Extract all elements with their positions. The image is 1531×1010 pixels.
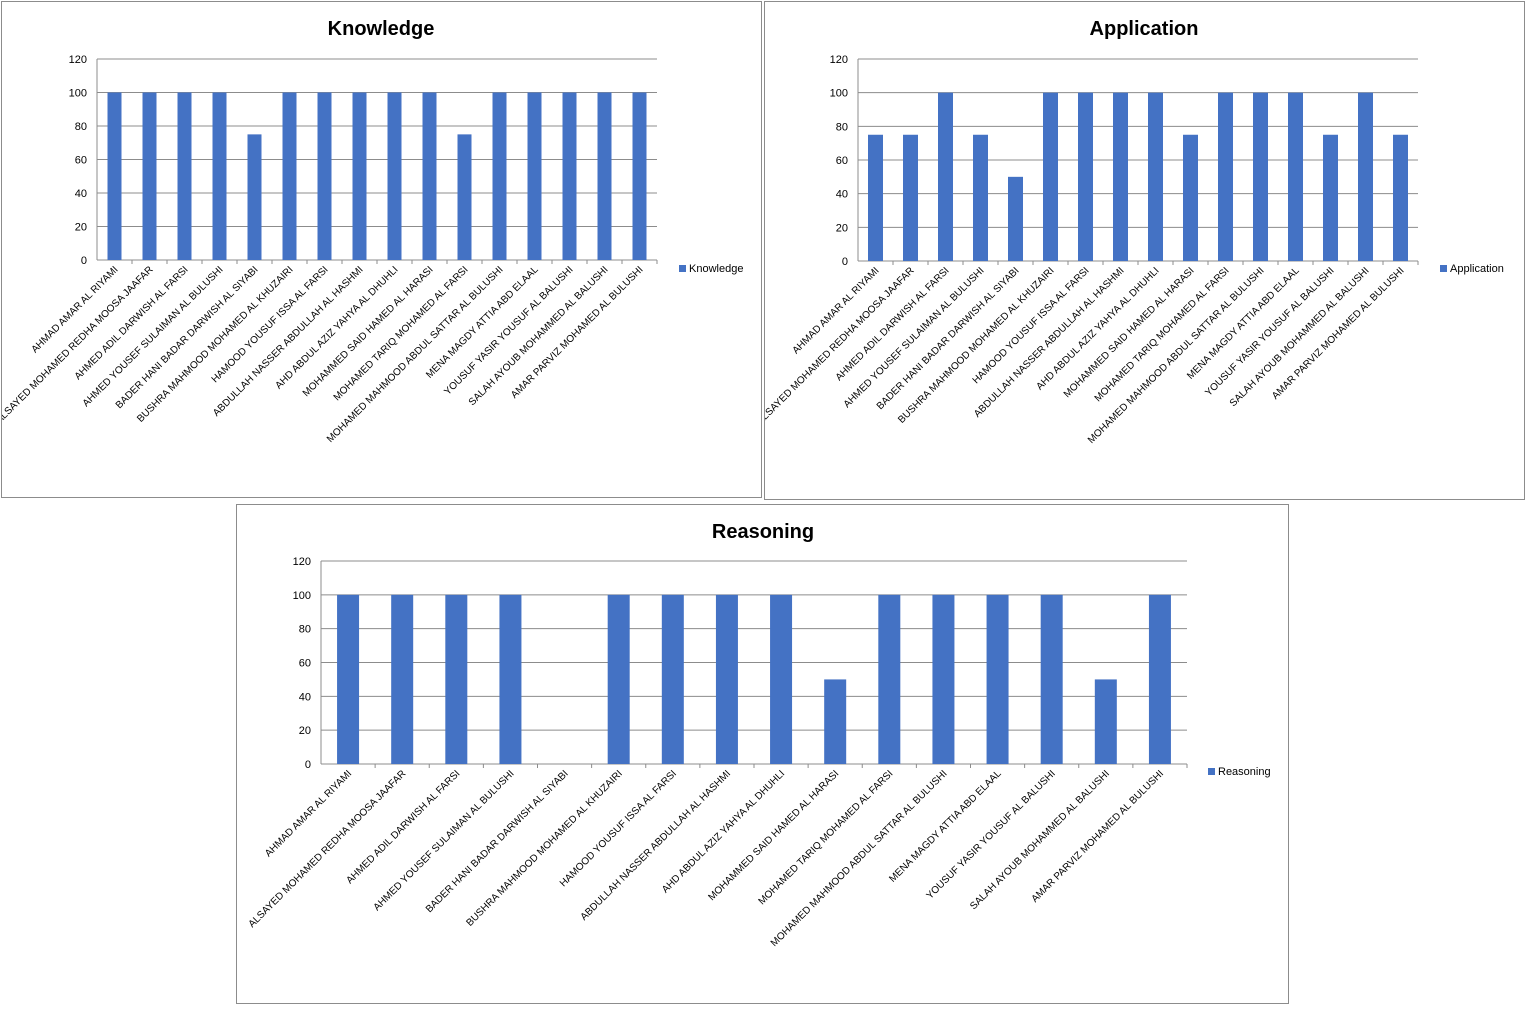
reasoning-bar-9 [770, 594, 793, 764]
knowledge-y-tick-label: 0 [81, 255, 87, 267]
application-y-tick-label: 20 [836, 222, 848, 234]
knowledge-y-tick-label: 40 [75, 188, 87, 200]
knowledge-bar-7 [317, 92, 332, 260]
application-bar-2 [903, 134, 918, 261]
knowledge-bar-15 [597, 92, 612, 260]
application-legend-label: Application [1450, 263, 1504, 275]
reasoning-bar-1 [337, 594, 360, 764]
reasoning-chart-title: Reasoning [712, 521, 814, 543]
application-legend-swatch [1440, 265, 1447, 272]
knowledge-bar-11 [457, 134, 472, 260]
reasoning-category-label: AHD ABDUL AZIZ YAHYA AL DHUHLI [660, 768, 787, 895]
application-bar-1 [868, 134, 883, 261]
knowledge-category-label: MOHAMMED SAID HAMED AL HARASI [301, 264, 436, 399]
application-bar-4 [973, 134, 988, 261]
knowledge-bar-16 [632, 92, 647, 260]
knowledge-category-label: AHD ABDUL AZIZ YAHYA AL DHUHLI [274, 264, 401, 391]
reasoning-bar-13 [986, 594, 1009, 764]
knowledge-chart-title: Knowledge [328, 18, 435, 40]
application-y-tick-label: 80 [836, 121, 848, 133]
application-bar-16 [1393, 134, 1408, 261]
knowledge-y-tick-label: 20 [75, 222, 87, 234]
reasoning-bar-6 [607, 594, 630, 764]
application-bar-5 [1008, 176, 1023, 261]
reasoning-y-tick-label: 20 [299, 725, 311, 737]
knowledge-bar-14 [562, 92, 577, 260]
reasoning-category-label: AHMAD AMAR AL RIYAMI [263, 768, 354, 859]
reasoning-category-label: MENA MAGDY ATTIA ABD ELAAL [887, 768, 1004, 885]
application-bar-12 [1253, 92, 1268, 262]
knowledge-chart: Knowledge 0 20 40 60 80 100 120 AHMAD AMAR AL RI… [1, 1, 762, 498]
reasoning-chart-svg: Reasoning 0 20 40 60 80 100 120 AHMAD AMAR AL RI… [247, 521, 1271, 949]
knowledge-legend-swatch [679, 265, 686, 272]
knowledge-y-tick-label: 80 [75, 121, 87, 133]
reasoning-bar-11 [878, 594, 901, 764]
knowledge-bar-2 [142, 92, 157, 260]
application-category-label: YOUSUF YASIR YOUSUF AL BALUSHI [1203, 265, 1336, 398]
reasoning-y-tick-label: 0 [305, 759, 311, 771]
knowledge-bar-12 [492, 92, 507, 260]
knowledge-category-label: AMAR PARVIZ MOHAMED AL BULUSHI [509, 264, 646, 401]
reasoning-bar-3 [445, 594, 468, 764]
reasoning-legend-label: Reasoning [1218, 766, 1271, 778]
knowledge-bar-4 [212, 92, 227, 260]
reasoning-chart: Reasoning 0 20 40 60 80 100 120 AHMAD AMAR AL RI… [236, 504, 1289, 1004]
reasoning-bar-2 [391, 594, 414, 764]
application-bar-8 [1113, 92, 1128, 262]
reasoning-y-tick-label: 80 [299, 624, 311, 636]
application-bar-6 [1043, 92, 1058, 262]
reasoning-y-tick-label: 40 [299, 691, 311, 703]
application-y-tick-label: 60 [836, 155, 848, 167]
application-bar-13 [1288, 92, 1303, 262]
reasoning-y-tick-label: 120 [293, 556, 311, 568]
application-category-label: AMAR PARVIZ MOHAMED AL BULUSHI [1270, 265, 1407, 402]
knowledge-bar-9 [387, 92, 402, 260]
reasoning-bar-16 [1148, 594, 1171, 764]
reasoning-bar-4 [499, 594, 522, 764]
application-bar-9 [1148, 92, 1163, 262]
knowledge-category-label: YOUSUF YASIR YOUSUF AL BALUSHI [442, 264, 575, 397]
knowledge-y-tick-label: 100 [69, 88, 87, 100]
application-bar-15 [1358, 92, 1373, 262]
reasoning-bar-8 [715, 594, 738, 764]
application-bar-14 [1323, 134, 1338, 261]
application-category-label: MOHAMMED SAID HAMED AL HARASI [1062, 265, 1197, 400]
reasoning-category-label: AHMED ADIL DARWISH AL FARSI [345, 768, 463, 886]
reasoning-bar-12 [932, 594, 955, 764]
application-bar-11 [1218, 92, 1233, 262]
reasoning-bar-15 [1094, 679, 1117, 764]
application-chart: Application 0 20 40 60 80 100 120 AHMAD AMAR AL … [764, 1, 1525, 500]
knowledge-bar-1 [107, 92, 122, 260]
application-bar-10 [1183, 134, 1198, 261]
application-y-tick-label: 0 [842, 256, 848, 268]
knowledge-bar-10 [422, 92, 437, 260]
application-chart-title: Application [1090, 18, 1199, 40]
application-bar-7 [1078, 92, 1093, 262]
application-y-tick-label: 40 [836, 189, 848, 201]
reasoning-bar-14 [1040, 594, 1063, 764]
knowledge-category-label: ALSAYED MOHAMED REDHA MOOSA JAAFAR [2, 264, 156, 426]
reasoning-bar-10 [824, 679, 847, 764]
reasoning-y-tick-label: 100 [293, 590, 311, 602]
reasoning-category-label: HAMOOD YOUSUF ISSA AL FARSI [558, 768, 679, 889]
application-bar-3 [938, 92, 953, 262]
knowledge-bar-6 [282, 92, 297, 260]
application-category-label: AHD ABDUL AZIZ YAHYA AL DHUHLI [1035, 265, 1162, 392]
knowledge-y-tick-label: 60 [75, 155, 87, 167]
application-y-tick-label: 120 [830, 54, 848, 66]
knowledge-bar-5 [247, 134, 262, 260]
knowledge-bar-13 [527, 92, 542, 260]
knowledge-legend-label: Knowledge [689, 263, 743, 275]
knowledge-bar-3 [177, 92, 192, 260]
application-y-tick-label: 100 [830, 88, 848, 100]
knowledge-bar-8 [352, 92, 367, 260]
reasoning-legend-swatch [1208, 768, 1215, 775]
reasoning-bar-7 [661, 594, 684, 764]
reasoning-y-tick-label: 60 [299, 658, 311, 670]
knowledge-y-tick-label: 120 [69, 54, 87, 66]
